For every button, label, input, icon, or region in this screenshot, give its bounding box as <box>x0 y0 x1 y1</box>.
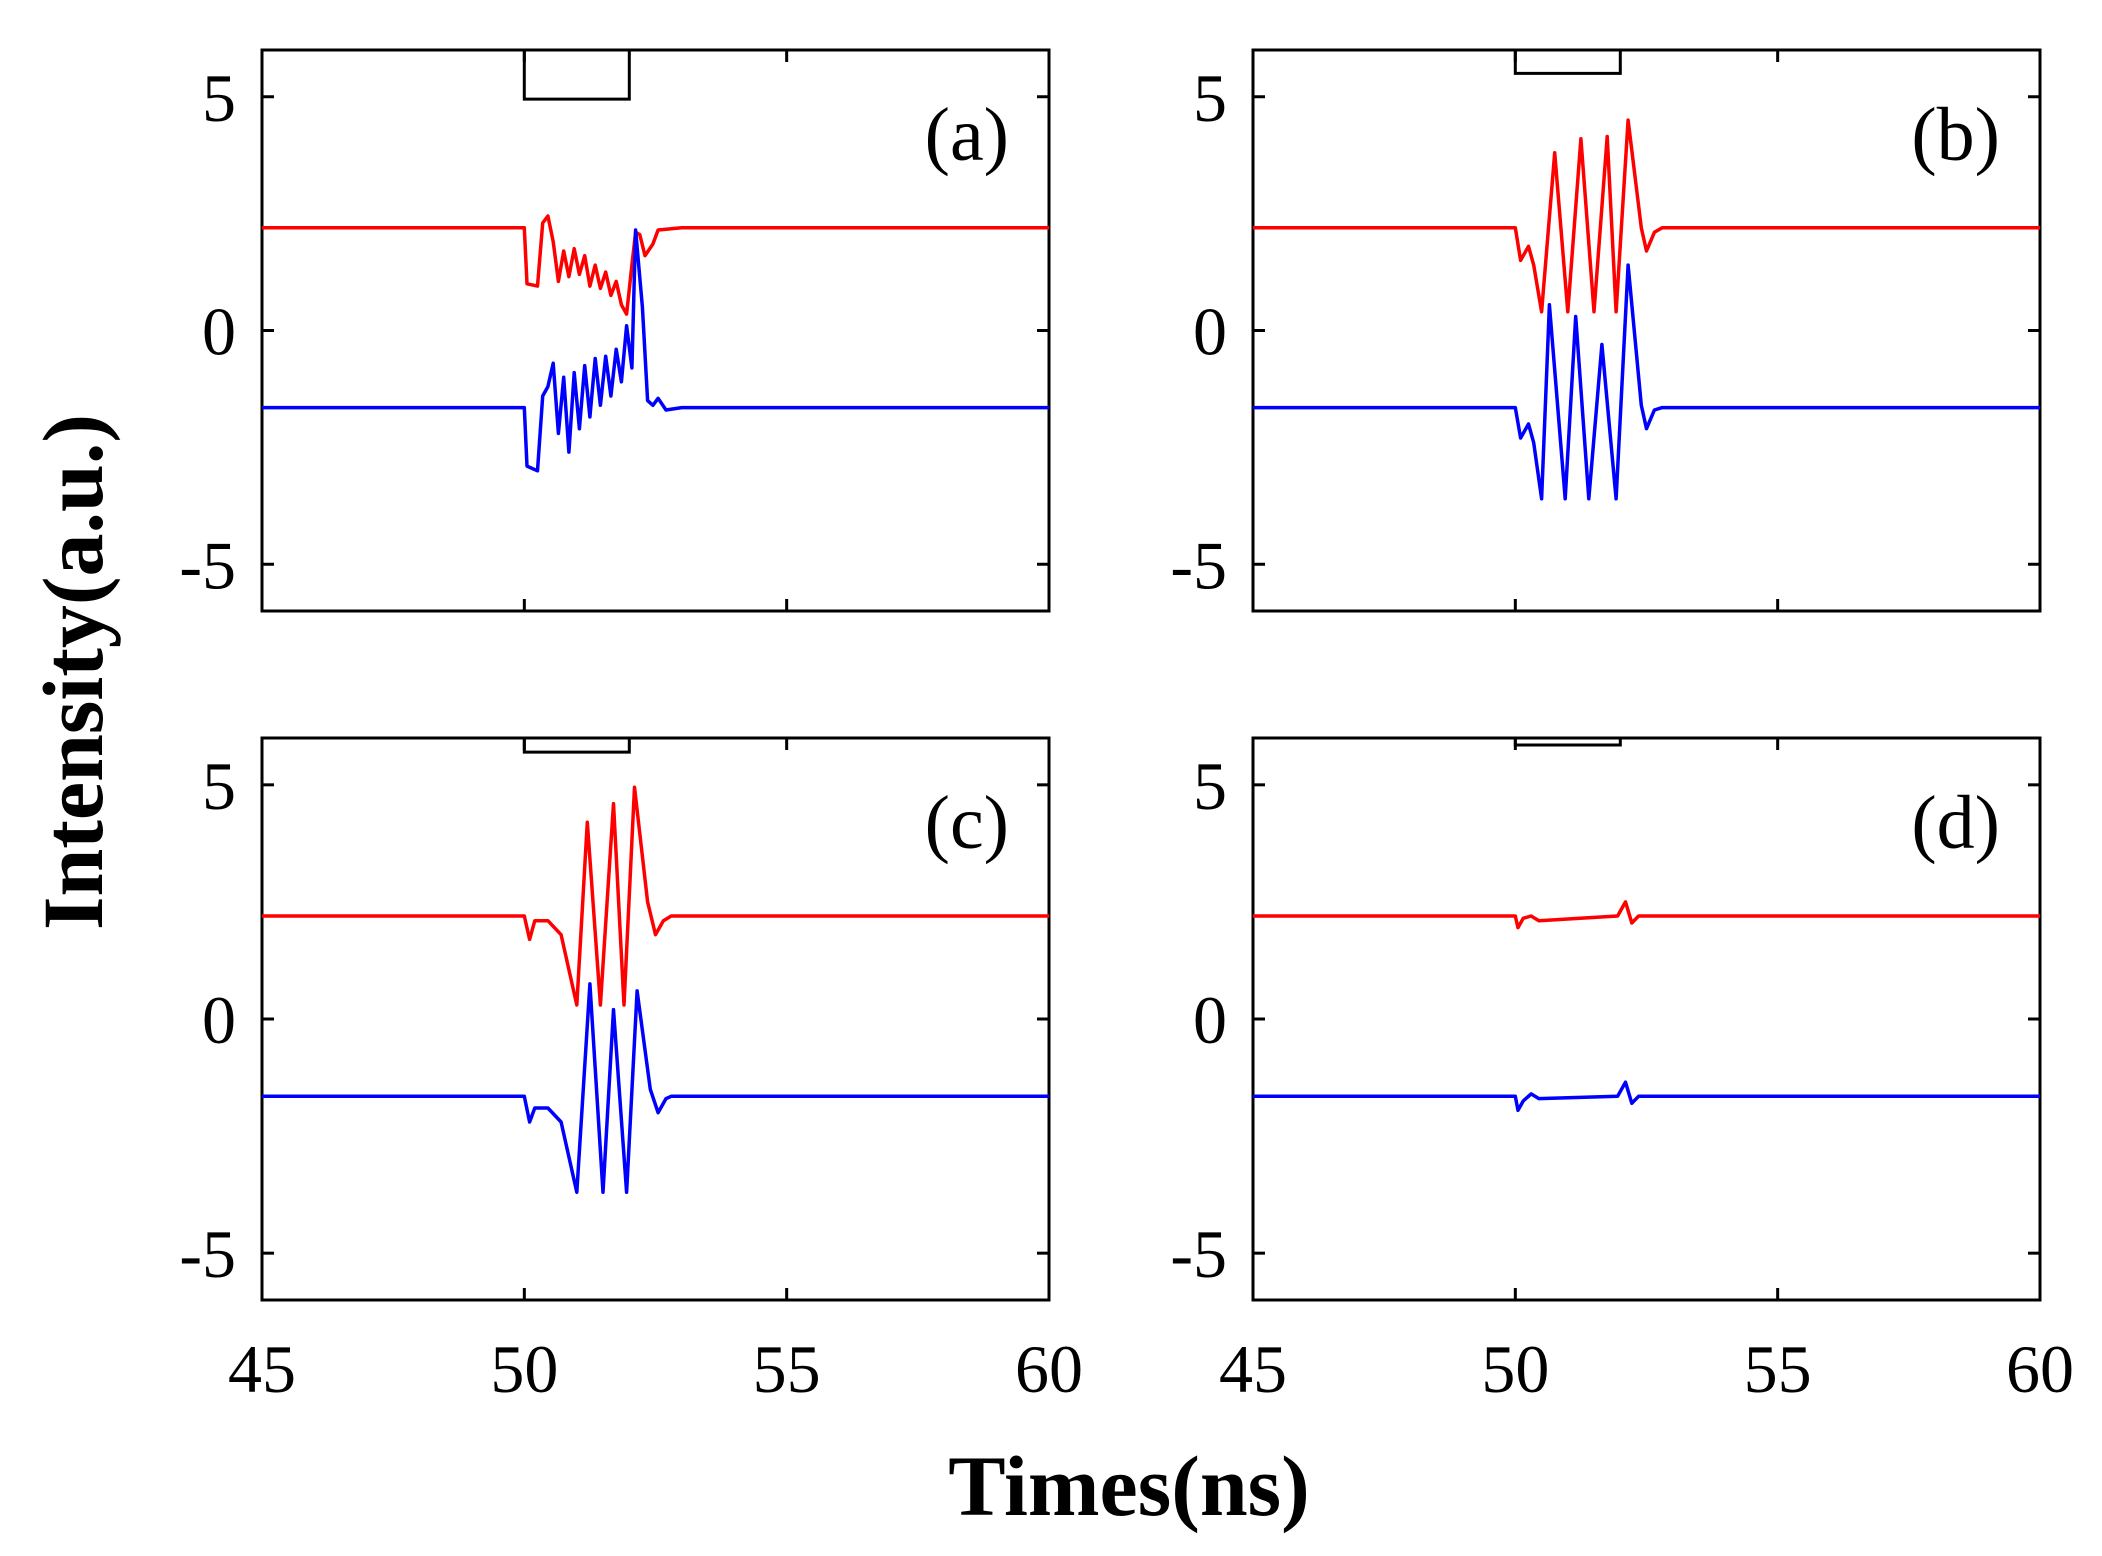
y-tick-label-a-0: 0 <box>202 294 236 370</box>
y-axis-title: Intensity(a.u.) <box>25 414 121 930</box>
y-tick-label-a-5: 5 <box>202 60 236 136</box>
x-axis-title: Times(ns) <box>948 1438 1310 1534</box>
series-blue-b <box>1253 263 2040 501</box>
pulse-gate-c <box>522 738 631 754</box>
y-tick-label-c--5: -5 <box>179 1216 236 1292</box>
panel-label-d: (d) <box>1911 781 2000 865</box>
series-red-a <box>262 214 1049 316</box>
panel-b: -5 0 5 (b) <box>1170 48 2042 613</box>
panel-d: 45 50 55 60 -5 0 5 (d) <box>1170 736 2074 1407</box>
y-tick-label-b--5: -5 <box>1170 527 1227 603</box>
x-tick-label-c-55: 55 <box>753 1331 821 1407</box>
x-tick-label-c-50: 50 <box>490 1331 558 1407</box>
y-tick-label-c-0: 0 <box>202 982 236 1058</box>
panel-label-b: (b) <box>1911 93 2000 177</box>
y-tick-label-b-5: 5 <box>1193 60 1227 136</box>
pulse-gate-d <box>1513 738 1622 747</box>
panel-a: -5 0 5 (a) <box>179 48 1051 613</box>
panel-label-a: (a) <box>925 93 1009 177</box>
y-tick-label-a--5: -5 <box>179 527 236 603</box>
x-tick-label-d-50: 50 <box>1481 1331 1549 1407</box>
y-tick-label-d--5: -5 <box>1170 1216 1227 1292</box>
panel-c: 45 50 55 60 -5 0 5 (c) <box>179 736 1083 1407</box>
series-red-c <box>262 785 1049 1007</box>
pulse-gate-a <box>522 50 631 101</box>
y-tick-label-b-0: 0 <box>1193 294 1227 370</box>
pulse-gate-b <box>1513 50 1622 75</box>
panel-label-c: (c) <box>925 781 1009 865</box>
y-tick-label-d-5: 5 <box>1193 748 1227 824</box>
x-tick-label-d-60: 60 <box>2006 1331 2074 1407</box>
x-tick-label-d-45: 45 <box>1219 1331 1287 1407</box>
series-red-d <box>1253 900 2040 930</box>
x-tick-label-d-55: 55 <box>1744 1331 1812 1407</box>
y-tick-label-c-5: 5 <box>202 748 236 824</box>
series-blue-d <box>1253 1080 2040 1113</box>
panels: -5 0 5 (a) -5 0 5 (b) 45 50 55 60 -5 0 5 (c) 45 50 55 60 -5 0… <box>179 48 2074 1407</box>
series-blue-a <box>262 228 1049 473</box>
x-tick-label-c-45: 45 <box>228 1331 296 1407</box>
x-tick-label-c-60: 60 <box>1015 1331 1083 1407</box>
y-tick-label-d-0: 0 <box>1193 982 1227 1058</box>
series-red-b <box>1253 118 2040 314</box>
series-blue-c <box>262 982 1049 1195</box>
